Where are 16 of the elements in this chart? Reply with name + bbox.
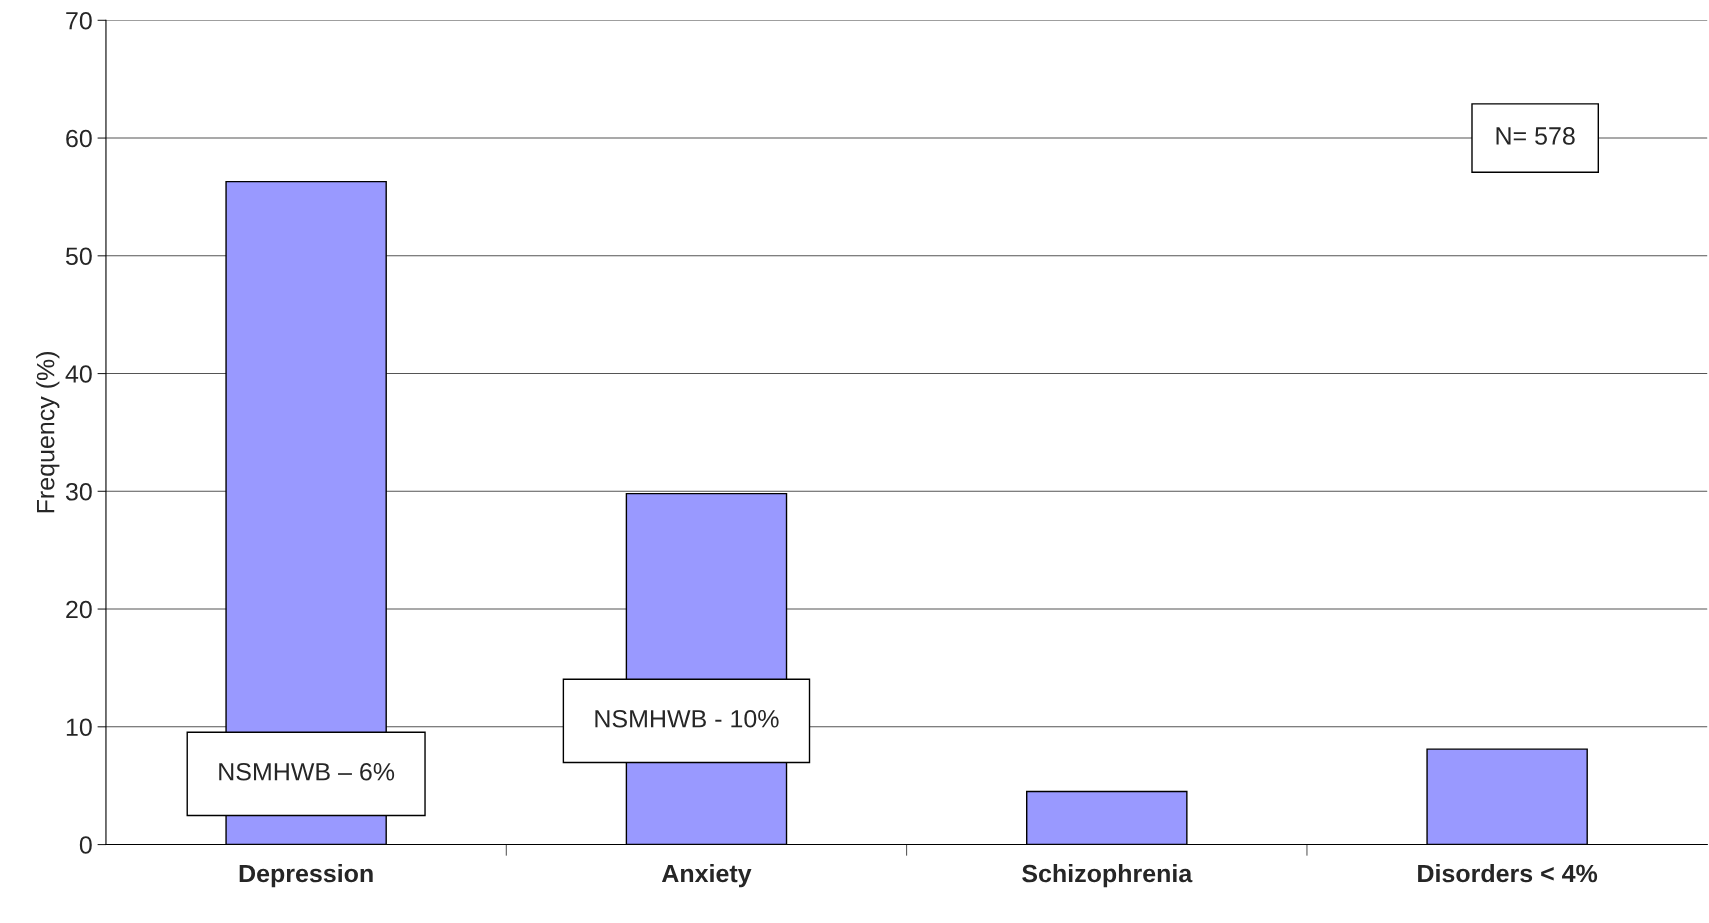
annotation: N= 578 [1496,127,1575,145]
y-tick-label: 40 [65,365,92,383]
y-tick-label: 0 [79,836,92,854]
y-tick-label: 20 [66,600,92,619]
y-tick-label: 50 [65,247,92,266]
y-tick-label: 70 [66,11,92,30]
x-tick-label: Schizophrenia [1022,863,1193,888]
x-tick-label: Depression [239,863,373,888]
x-tick-label: Disorders < 4% [1418,863,1598,883]
y-axis-title: Frequency (%) [36,352,60,513]
y-tick-label: 30 [65,482,92,501]
annotation: NSMHWB - 10% [595,709,779,728]
x-tick-label: Anxiety [661,863,752,888]
y-tick-label: 60 [66,129,92,148]
annotation: NSMHWB – 6% [219,762,395,781]
y-tick-label: 10 [66,718,92,737]
